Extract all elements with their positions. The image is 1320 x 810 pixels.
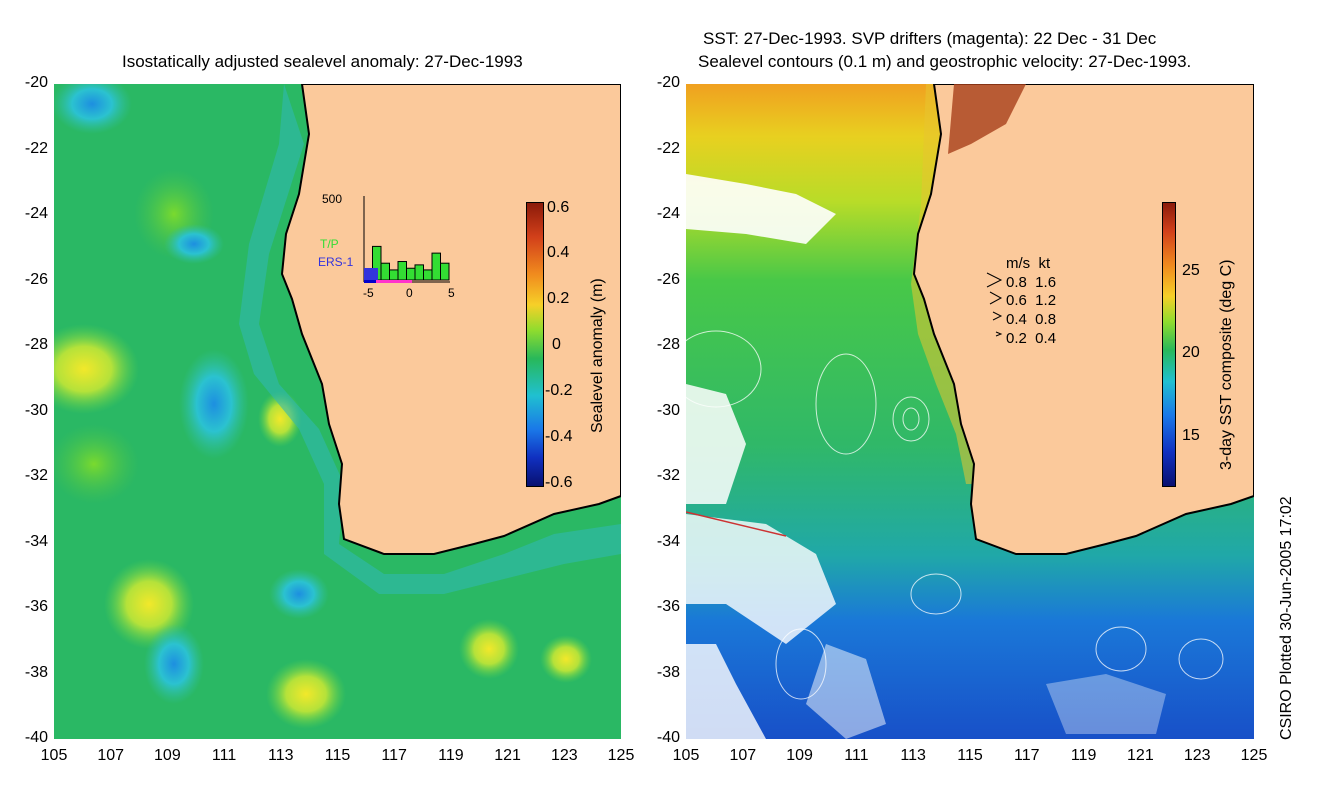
inset-bar xyxy=(406,267,416,281)
longitude-tick: 119 xyxy=(1070,747,1097,764)
longitude-tick: 121 xyxy=(494,747,521,764)
sealevel-colorbar-tick: -0.2 xyxy=(545,382,573,399)
longitude-tick: 125 xyxy=(1240,747,1268,764)
latitude-tick: -40 xyxy=(24,729,48,746)
inset-bar xyxy=(389,269,399,281)
longitude-tick: 109 xyxy=(154,747,181,764)
inset-ers-label: ERS-1 xyxy=(318,255,354,269)
longitude-tick: 121 xyxy=(1127,747,1154,764)
sealevel-colorbar-tick: -0.4 xyxy=(545,428,573,445)
latitude-tick: -28 xyxy=(24,336,48,353)
sst-colorbar-tick: 20 xyxy=(1182,344,1200,361)
inset-xtick: -5 xyxy=(363,286,374,300)
inset-bar-ers xyxy=(364,268,378,280)
longitude-tick: 117 xyxy=(1014,747,1040,764)
longitude-tick: 105 xyxy=(40,747,68,764)
longitude-tick: 115 xyxy=(324,747,351,764)
inset-xtick: 0 xyxy=(406,286,413,300)
latitude-tick: -20 xyxy=(656,74,680,91)
plot-credit: CSIRO Plotted 30-Jun-2005 17:02 xyxy=(1278,496,1295,740)
latitude-tick: -34 xyxy=(656,532,680,550)
sealevel-colorbar xyxy=(526,202,544,487)
longitude-tick: 107 xyxy=(97,747,125,764)
velocity-legend-row: 0.2 0.4 xyxy=(1006,330,1057,347)
latitude-tick: -30 xyxy=(656,401,680,419)
velocity-legend-header: m/s kt xyxy=(1006,255,1051,272)
latitude-tick: -34 xyxy=(24,532,48,550)
latitude-tick: -22 xyxy=(656,139,680,157)
inset-bar xyxy=(431,252,441,281)
longitude-tick: 113 xyxy=(268,747,294,764)
latitude-tick: -38 xyxy=(656,663,680,681)
sst-colorbar-tick: 15 xyxy=(1182,427,1200,444)
velocity-legend-row: 0.4 0.8 xyxy=(1006,311,1057,328)
longitude-tick: 123 xyxy=(550,747,578,764)
latitude-tick: -32 xyxy=(24,467,48,484)
right-map xyxy=(686,84,1254,739)
inset-bar xyxy=(380,262,390,281)
inset-bar xyxy=(414,264,424,281)
velocity-legend-arrows xyxy=(986,272,1003,337)
sealevel-colorbar-tick: -0.6 xyxy=(545,474,573,491)
sealevel-colorbar-tick: 0.2 xyxy=(547,290,570,307)
latitude-tick: -38 xyxy=(24,663,48,681)
sst-composite-field xyxy=(686,84,1254,739)
latitude-tick: -26 xyxy=(656,270,680,288)
longitude-tick: 125 xyxy=(607,747,635,764)
right-panel-title-line2: Sealevel contours (0.1 m) and geostrophi… xyxy=(698,52,1192,71)
inset-bar xyxy=(440,262,450,281)
longitude-tick: 123 xyxy=(1183,747,1211,764)
sealevel-colorbar-tick: 0.6 xyxy=(547,199,570,216)
sealevel-colorbar-tick: 0 xyxy=(552,336,561,353)
velocity-legend-row: 0.8 1.6 xyxy=(1006,274,1057,291)
inset-bar xyxy=(423,269,433,281)
latitude-tick: -28 xyxy=(656,336,680,353)
altimeter-inset-histogram xyxy=(363,196,450,283)
longitude-tick: 111 xyxy=(211,747,237,764)
inset-ymax-label: 500 xyxy=(322,192,343,206)
latitude-tick: -26 xyxy=(24,270,48,288)
inset-tp-label: T/P xyxy=(320,237,339,251)
latitude-tick: -22 xyxy=(24,139,48,157)
latitude-tick: -32 xyxy=(656,467,680,484)
sst-colorbar xyxy=(1162,202,1176,487)
latitude-tick: -24 xyxy=(656,205,680,222)
longitude-tick: 117 xyxy=(381,747,407,764)
inset-xtick: 5 xyxy=(448,286,455,300)
left-panel-title: Isostatically adjusted sealevel anomaly:… xyxy=(122,52,523,71)
longitude-tick: 111 xyxy=(844,747,869,764)
longitude-tick: 115 xyxy=(957,747,983,764)
sst-colorbar-tick: 25 xyxy=(1182,262,1200,279)
latitude-tick: -36 xyxy=(24,598,48,615)
sealevel-colorbar-tick: 0.4 xyxy=(547,244,570,261)
latitude-tick: -30 xyxy=(24,401,48,419)
latitude-tick: -20 xyxy=(24,74,48,91)
latitude-tick: -36 xyxy=(656,598,680,615)
longitude-tick: 107 xyxy=(729,747,757,764)
latitude-tick: -24 xyxy=(24,205,48,222)
sealevel-colorbar-label: Sealevel anomaly (m) xyxy=(589,278,606,433)
longitude-tick: 119 xyxy=(438,747,464,764)
latitude-tick: -40 xyxy=(656,729,680,746)
longitude-tick: 113 xyxy=(900,747,926,764)
inset-bar xyxy=(397,261,407,281)
longitude-tick: 109 xyxy=(786,747,813,764)
right-panel-title-line1: SST: 27-Dec-1993. SVP drifters (magenta)… xyxy=(703,29,1157,48)
longitude-tick: 105 xyxy=(672,747,700,764)
velocity-legend-row: 0.6 1.2 xyxy=(1006,292,1057,309)
sst-colorbar-label: 3-day SST composite (deg C) xyxy=(1218,259,1235,470)
